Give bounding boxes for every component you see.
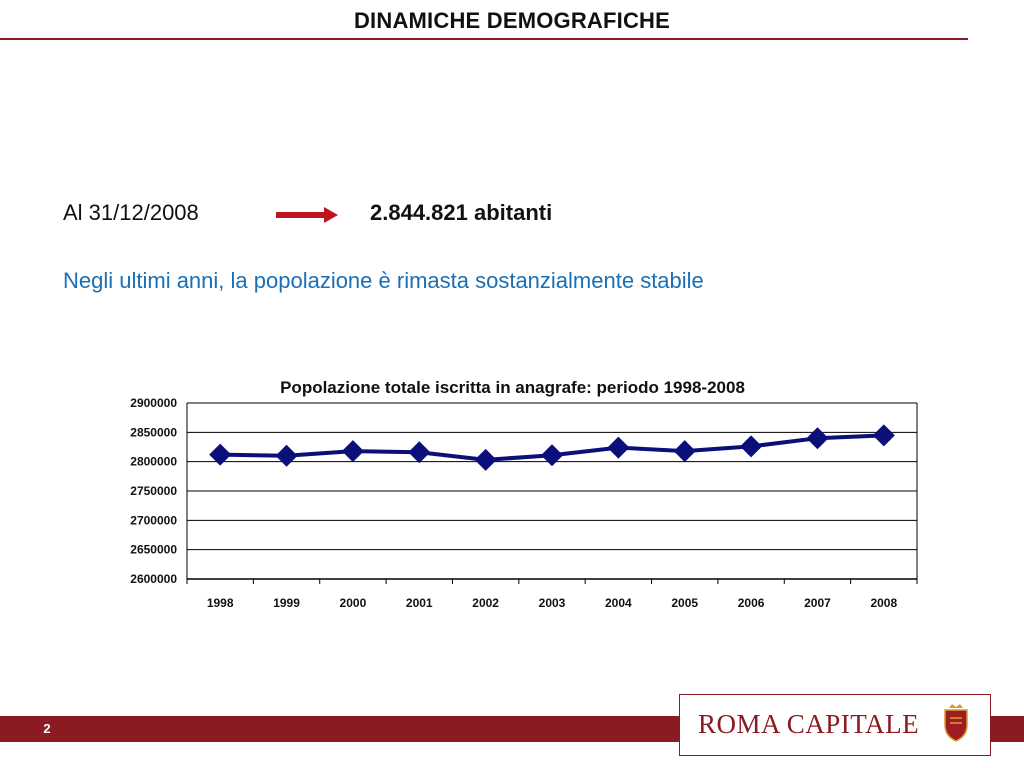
x-tick-label: 2002 bbox=[472, 596, 499, 610]
logo-text: ROMA CAPITALE bbox=[698, 709, 920, 739]
x-tick-label: 2004 bbox=[605, 596, 632, 610]
x-tick-label: 2003 bbox=[539, 596, 566, 610]
x-tick-label: 2006 bbox=[738, 596, 765, 610]
x-tick-label: 2000 bbox=[340, 596, 367, 610]
population-note: Negli ultimi anni, la popolazione è rima… bbox=[63, 268, 704, 293]
chart-title: Popolazione totale iscritta in anagrafe:… bbox=[280, 378, 745, 397]
x-tick-label: 2001 bbox=[406, 596, 433, 610]
y-tick-label: 2750000 bbox=[130, 484, 177, 498]
y-tick-label: 2850000 bbox=[130, 425, 177, 439]
page-title: DINAMICHE DEMOGRAFICHE bbox=[353, 8, 671, 33]
data-point-marker bbox=[673, 440, 696, 463]
x-tick-label: 2007 bbox=[804, 596, 831, 610]
data-point-marker bbox=[341, 440, 364, 463]
population-value: 2.844.821 abitanti bbox=[370, 200, 553, 225]
x-tick-label: 2005 bbox=[671, 596, 698, 610]
page-number: 2 bbox=[43, 721, 51, 736]
data-point-marker bbox=[209, 443, 232, 466]
y-tick-label: 2700000 bbox=[130, 513, 177, 527]
y-tick-label: 2900000 bbox=[130, 396, 177, 410]
roma-capitale-logo: ROMA CAPITALE bbox=[679, 694, 991, 756]
x-tick-label: 2008 bbox=[870, 596, 897, 610]
data-point-marker bbox=[740, 435, 763, 458]
y-tick-label: 2800000 bbox=[130, 455, 177, 469]
data-point-marker bbox=[541, 444, 563, 467]
data-point-marker bbox=[275, 444, 298, 467]
title-divider bbox=[0, 38, 968, 40]
roma-crest-icon bbox=[942, 703, 970, 743]
data-point-marker bbox=[607, 436, 630, 459]
right-arrow-icon bbox=[276, 205, 340, 225]
y-tick-label: 2650000 bbox=[130, 543, 177, 557]
data-point-marker bbox=[408, 441, 431, 464]
date-label: Al 31/12/2008 bbox=[63, 200, 199, 225]
data-point-marker bbox=[872, 424, 895, 447]
data-point-marker bbox=[474, 448, 497, 471]
x-tick-label: 1998 bbox=[207, 596, 234, 610]
x-tick-label: 1999 bbox=[273, 596, 300, 610]
y-tick-label: 2600000 bbox=[130, 572, 177, 586]
data-point-marker bbox=[806, 427, 829, 450]
